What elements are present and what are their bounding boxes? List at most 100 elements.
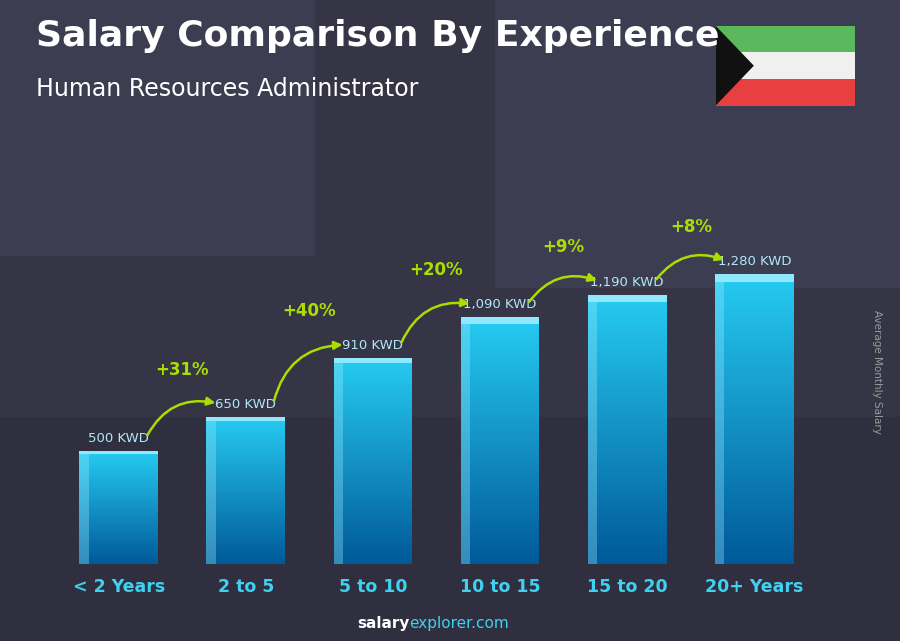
Bar: [206, 549, 285, 551]
Bar: [334, 371, 412, 374]
Bar: [461, 530, 539, 533]
Bar: [206, 457, 285, 460]
Bar: [715, 404, 794, 408]
Text: +9%: +9%: [543, 238, 585, 256]
Bar: [715, 560, 794, 564]
Bar: [79, 557, 158, 558]
Bar: [206, 419, 285, 420]
Bar: [206, 533, 285, 535]
Bar: [715, 318, 794, 322]
Bar: [79, 488, 158, 489]
Bar: [334, 415, 412, 417]
Bar: [206, 562, 285, 564]
Bar: [588, 533, 667, 537]
Bar: [334, 522, 412, 526]
Bar: [461, 317, 470, 564]
Text: 500 KWD: 500 KWD: [88, 431, 149, 445]
Bar: [334, 458, 412, 461]
Bar: [206, 487, 285, 488]
Bar: [588, 331, 667, 335]
Bar: [461, 561, 539, 564]
Bar: [715, 437, 794, 441]
Bar: [334, 374, 412, 376]
Bar: [461, 382, 539, 385]
Bar: [461, 444, 539, 447]
Bar: [334, 512, 412, 515]
Bar: [206, 455, 285, 458]
Bar: [461, 539, 539, 542]
Bar: [461, 317, 539, 324]
Bar: [715, 415, 794, 419]
Bar: [206, 474, 285, 476]
Bar: [461, 496, 539, 499]
Bar: [206, 558, 285, 560]
Bar: [334, 430, 412, 433]
Bar: [588, 369, 667, 372]
Bar: [206, 514, 285, 516]
Bar: [461, 370, 539, 373]
Bar: [334, 363, 412, 366]
Bar: [461, 478, 539, 481]
Bar: [334, 559, 412, 562]
Bar: [715, 325, 794, 329]
Bar: [715, 321, 794, 325]
Bar: [461, 474, 539, 478]
Bar: [206, 535, 285, 537]
Bar: [588, 308, 667, 312]
Bar: [461, 440, 539, 444]
Text: 1,090 KWD: 1,090 KWD: [464, 298, 536, 311]
Bar: [79, 509, 158, 510]
Polygon shape: [716, 26, 754, 106]
Bar: [334, 369, 412, 371]
Bar: [206, 540, 285, 542]
Bar: [334, 530, 412, 533]
Bar: [715, 408, 794, 412]
Bar: [334, 544, 412, 546]
Bar: [715, 278, 794, 282]
Bar: [715, 354, 794, 358]
Bar: [79, 533, 158, 535]
Text: 650 KWD: 650 KWD: [215, 397, 276, 411]
Bar: [588, 517, 667, 520]
Bar: [461, 354, 539, 358]
Bar: [588, 419, 667, 423]
Bar: [79, 462, 158, 463]
Bar: [588, 476, 667, 480]
Bar: [715, 281, 794, 285]
Bar: [79, 538, 158, 540]
Bar: [206, 483, 285, 485]
Bar: [461, 333, 539, 336]
Bar: [206, 547, 285, 549]
Bar: [588, 540, 667, 544]
Bar: [715, 488, 794, 492]
Bar: [461, 545, 539, 549]
Bar: [334, 366, 412, 369]
Bar: [588, 500, 667, 504]
Bar: [715, 448, 794, 452]
Bar: [206, 525, 285, 528]
Bar: [588, 328, 667, 332]
Bar: [206, 461, 285, 463]
Bar: [588, 530, 667, 534]
Bar: [334, 497, 412, 500]
Bar: [206, 518, 285, 520]
Bar: [461, 317, 539, 320]
Bar: [79, 482, 158, 483]
Text: 910 KWD: 910 KWD: [343, 339, 403, 352]
Bar: [588, 422, 667, 426]
Bar: [715, 292, 794, 296]
Bar: [334, 507, 412, 510]
Bar: [715, 545, 794, 549]
Bar: [715, 314, 794, 318]
Bar: [461, 376, 539, 379]
Bar: [588, 295, 667, 302]
Bar: [206, 467, 285, 469]
Bar: [715, 372, 794, 376]
Text: explorer.com: explorer.com: [410, 617, 509, 631]
Bar: [206, 454, 285, 456]
Bar: [334, 425, 412, 428]
Bar: [334, 412, 412, 415]
Bar: [461, 453, 539, 456]
Bar: [334, 479, 412, 482]
Bar: [334, 389, 412, 392]
